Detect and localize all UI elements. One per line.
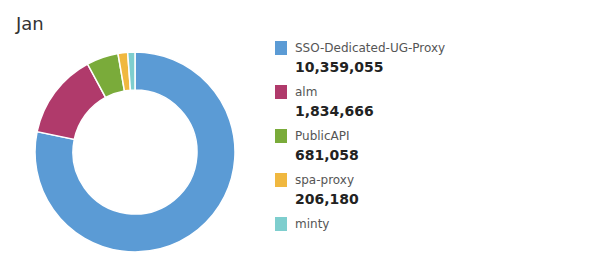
legend-label: spa-proxy <box>295 173 354 187</box>
legend-label: alm <box>295 85 317 99</box>
legend-label: PublicAPI <box>295 129 350 143</box>
legend-label: minty <box>295 217 329 231</box>
legend-item: SSO-Dedicated-UG-Proxy 10,359,055 <box>275 41 445 75</box>
legend-item: minty <box>275 217 329 231</box>
chart: Jan SSO-Dedicated-UG-Proxy 10,359,055 alm 1,… <box>0 0 596 274</box>
legend-swatch <box>275 41 287 55</box>
legend-value: 206,180 <box>295 191 359 207</box>
legend-item: spa-proxy 206,180 <box>275 173 359 207</box>
legend-swatch <box>275 85 287 99</box>
legend: SSO-Dedicated-UG-Proxy 10,359,055 alm 1,834… <box>275 41 445 231</box>
plot <box>35 52 235 252</box>
slice <box>35 52 235 252</box>
legend-item: PublicAPI 681,058 <box>275 129 359 163</box>
legend-swatch <box>275 173 287 187</box>
legend-label: SSO-Dedicated-UG-Proxy <box>295 41 445 55</box>
slice <box>128 52 135 90</box>
legend-value: 1,834,666 <box>295 103 374 119</box>
title: Jan <box>15 13 44 34</box>
legend-value: 681,058 <box>295 147 359 163</box>
legend-item: alm 1,834,666 <box>275 85 374 119</box>
legend-value: 10,359,055 <box>295 59 384 75</box>
legend-swatch <box>275 129 287 143</box>
legend-swatch <box>275 217 287 231</box>
